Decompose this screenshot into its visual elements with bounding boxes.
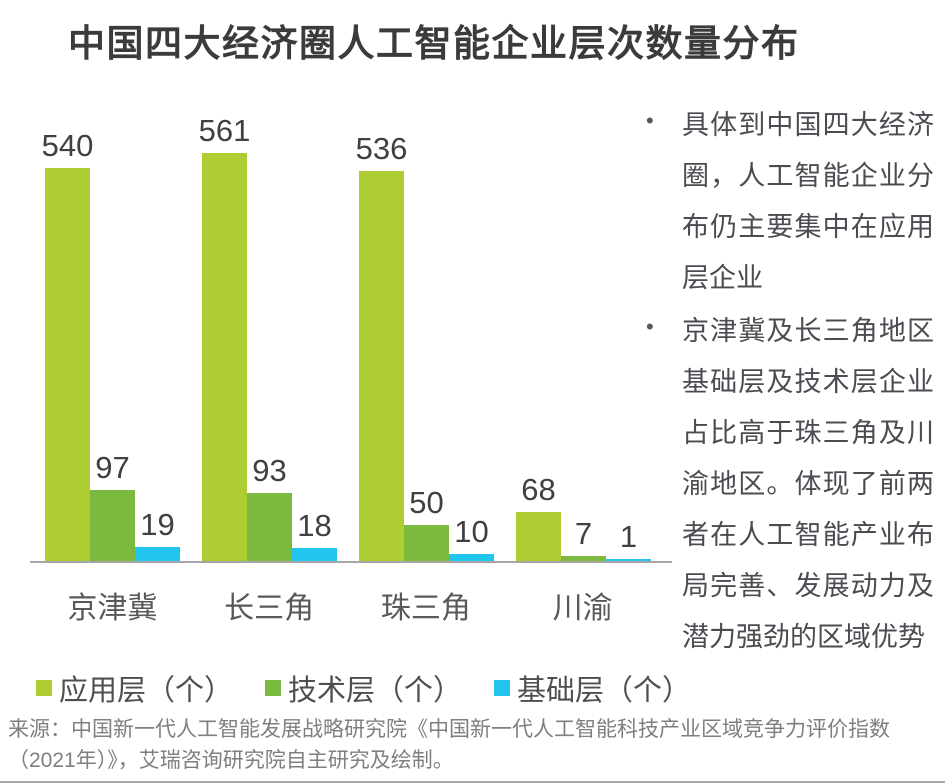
legend-label: 技术层（个） <box>288 675 463 707</box>
bar-value-label: 7 <box>574 516 593 551</box>
bullet-marker-icon: • <box>646 108 654 133</box>
bar-value-label: 10 <box>454 514 489 549</box>
bar-chart: 540 97 19 561 93 18 536 50 10 68 7 1 京津冀 长三角 珠三角 川渝 应用… <box>30 97 691 709</box>
bar-value-label: 93 <box>252 453 287 488</box>
legend-swatch-icon <box>494 680 511 696</box>
insights-panel: • 具体到中国四大经济圈，人工智能企业分布仍主要集中在应用层企业 • 京津冀及长三角地… <box>638 100 940 665</box>
bar <box>404 525 449 561</box>
bar <box>90 490 135 561</box>
bar-cell: 50 <box>404 133 449 561</box>
chart-title: 中国四大经济圈人工智能企业层次数量分布 <box>68 23 800 64</box>
bar-value-label: 68 <box>521 472 556 507</box>
bar-value-label: 18 <box>297 508 332 543</box>
category-label: 京津冀 <box>67 592 158 625</box>
bar-cell: 68 <box>516 474 561 561</box>
bar <box>516 512 561 561</box>
bar-value-label: 536 <box>355 131 408 166</box>
bar-group: 561 93 18 <box>199 115 337 561</box>
bar-cell: 93 <box>247 115 292 561</box>
legend-item: 基础层（个） <box>494 667 691 709</box>
legend-swatch-icon <box>36 680 52 696</box>
bar-cell: 7 <box>561 474 606 561</box>
bar-value-label: 19 <box>140 507 175 542</box>
bar-cell: 18 <box>292 115 337 561</box>
category-label: 珠三角 <box>380 592 471 625</box>
bar-cell: 540 <box>42 130 93 561</box>
bar-group: 540 97 19 <box>42 130 180 561</box>
bar <box>359 171 404 561</box>
bar-cell: 10 <box>449 133 494 561</box>
bar <box>561 556 606 561</box>
bar <box>606 559 651 561</box>
chart-plot-area: 540 97 19 561 93 18 536 50 10 68 7 1 <box>30 97 672 563</box>
bar-group: 536 50 10 <box>356 133 494 561</box>
bar-cell: 536 <box>356 133 407 561</box>
bar-value-label: 1 <box>619 519 638 554</box>
bar-cell: 1 <box>606 474 651 561</box>
legend-swatch-icon <box>265 680 282 696</box>
bar-value-label: 540 <box>41 128 94 163</box>
bar <box>449 554 494 561</box>
legend-item: 技术层（个） <box>265 667 462 709</box>
legend-item: 应用层（个） <box>36 667 233 709</box>
insight-bullet: • 具体到中国四大经济圈，人工智能企业分布仍主要集中在应用层企业 <box>638 100 940 304</box>
bullet-text: 具体到中国四大经济圈，人工智能企业分布仍主要集中在应用层企业 <box>682 110 934 293</box>
legend-label: 应用层（个） <box>59 675 234 707</box>
category-label: 长三角 <box>224 592 315 625</box>
x-axis-category-labels: 京津冀 长三角 珠三角 川渝 <box>30 583 672 627</box>
chart-legend: 应用层（个） 技术层（个） 基础层（个） <box>36 667 691 709</box>
bar <box>292 548 337 561</box>
bar <box>135 547 180 561</box>
bullet-text: 京津冀及长三角地区基础层及技术层企业占比高于珠三角及川渝地区。体现了前两者在人工… <box>682 316 934 652</box>
insight-bullet: • 京津冀及长三角地区基础层及技术层企业占比高于珠三角及川渝地区。体现了前两者在人… <box>638 306 940 663</box>
bar-cell: 19 <box>135 130 180 561</box>
bar-value-label: 97 <box>95 450 130 485</box>
bar-cell: 561 <box>199 115 250 561</box>
source-note: 来源：中国新一代人工智能发展战略研究院《中国新一代人工智能科技产业区域竞争力评价… <box>8 718 890 772</box>
bar <box>45 168 90 561</box>
bar-value-label: 50 <box>409 485 444 520</box>
bullet-marker-icon: • <box>646 314 654 339</box>
bar-value-label: 561 <box>198 113 251 148</box>
category-label: 川渝 <box>552 592 613 625</box>
bar <box>202 153 247 561</box>
legend-label: 基础层（个） <box>517 675 692 707</box>
bar-cell: 97 <box>90 130 135 561</box>
bar <box>247 493 292 561</box>
bar-group: 68 7 1 <box>516 474 651 561</box>
